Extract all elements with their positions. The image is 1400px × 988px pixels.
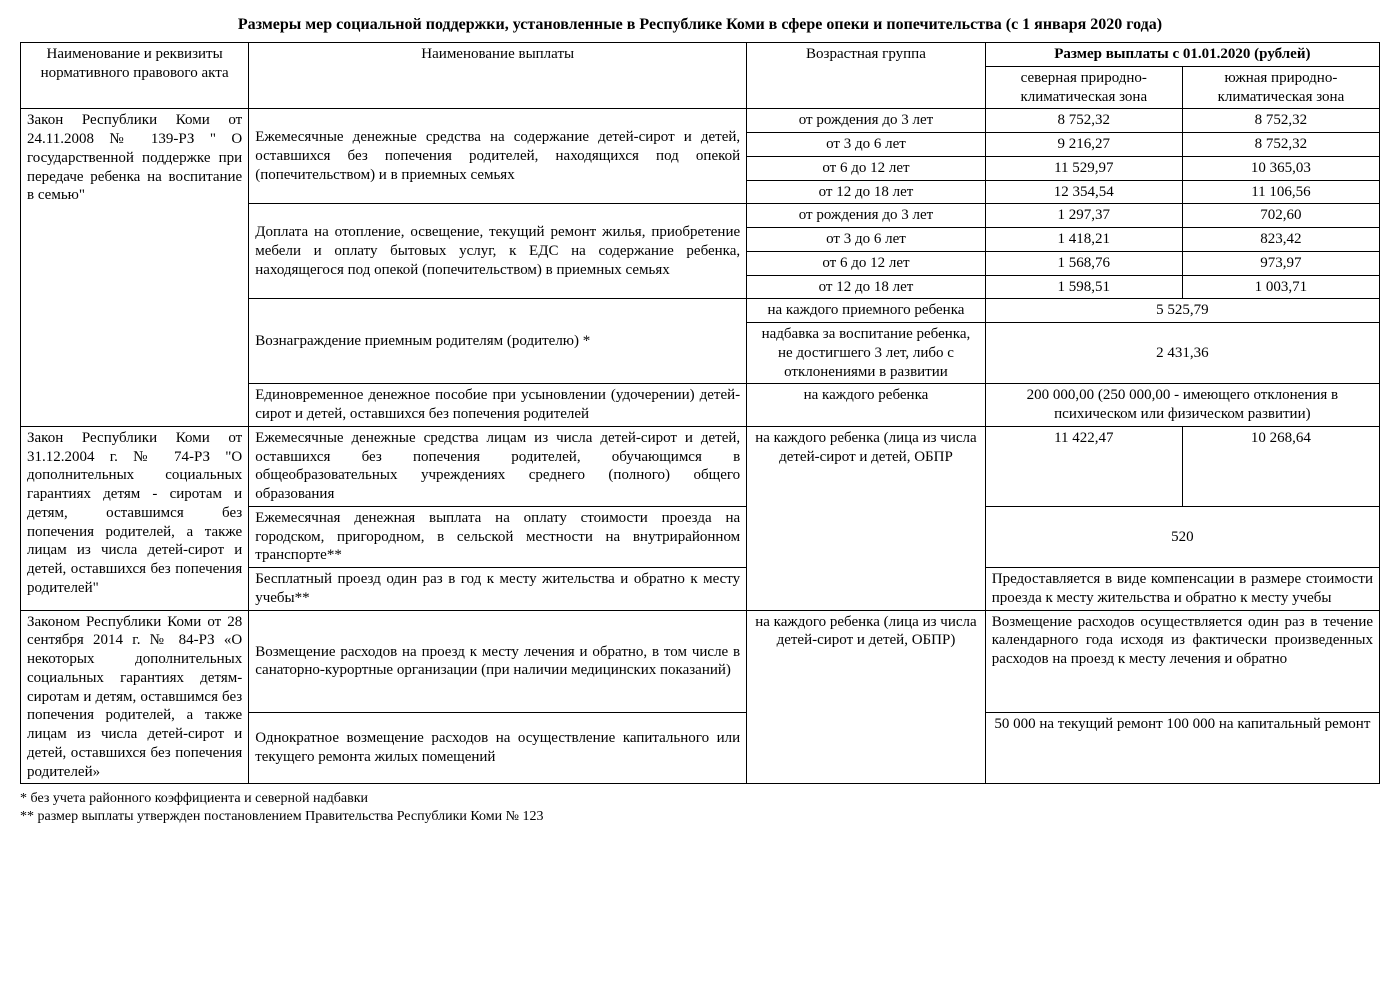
value-cell: 1 598,51: [985, 275, 1182, 299]
header-col4a: северная природно-климатическая зона: [985, 66, 1182, 109]
table-header-row1: Наименование и реквизиты нормативного пр…: [21, 43, 1380, 67]
header-col4b: южная природно-климатическая зона: [1182, 66, 1379, 109]
law2-pay2-name: Ежемесячная денежная выплата на оплату с…: [249, 506, 747, 567]
value-cell: 8 752,32: [985, 109, 1182, 133]
value-cell: 5 525,79: [985, 299, 1379, 323]
value-cell: 10 268,64: [1182, 426, 1379, 506]
law3-pay2-name: Однократное возмещение расходов на осуще…: [249, 713, 747, 784]
header-col2: Наименование выплаты: [249, 43, 747, 109]
law1-name: Закон Республики Коми от 24.11.2008 № 13…: [21, 109, 249, 427]
footnote-2: ** размер выплаты утвержден постановлени…: [20, 808, 1380, 826]
law2-pay1-name: Ежемесячные денежные средства лицам из ч…: [249, 426, 747, 506]
age-cell: от 3 до 6 лет: [747, 228, 986, 252]
law1-pay2-name: Доплата на отопление, освещение, текущий…: [249, 204, 747, 299]
value-cell: 10 365,03: [1182, 156, 1379, 180]
value-cell: 9 216,27: [985, 133, 1182, 157]
law3-pay1-name: Возмещение расходов на проезд к месту ле…: [249, 610, 747, 713]
age-cell: на каждого приемного ребенка: [747, 299, 986, 323]
document-title: Размеры мер социальной поддержки, устано…: [20, 16, 1380, 34]
value-cell: 11 529,97: [985, 156, 1182, 180]
value-cell: 1 418,21: [985, 228, 1182, 252]
age-cell: на каждого ребенка (лица из числа детей-…: [747, 426, 986, 610]
age-cell: от рождения до 3 лет: [747, 204, 986, 228]
value-cell: 702,60: [1182, 204, 1379, 228]
age-cell: от 12 до 18 лет: [747, 275, 986, 299]
law2-pay3-name: Бесплатный проезд один раз в год к месту…: [249, 568, 747, 611]
value-cell: 1 297,37: [985, 204, 1182, 228]
law3-name: Законом Республики Коми от 28 сентября 2…: [21, 610, 249, 784]
value-cell: 8 752,32: [1182, 133, 1379, 157]
value-cell: 823,42: [1182, 228, 1379, 252]
table-row: Законом Республики Коми от 28 сентября 2…: [21, 610, 1380, 713]
page: Размеры мер социальной поддержки, устано…: [20, 16, 1380, 827]
age-cell: надбавка за воспитание ребенка, не дости…: [747, 323, 986, 384]
header-col1: Наименование и реквизиты нормативного пр…: [21, 43, 249, 109]
value-cell: 1 568,76: [985, 251, 1182, 275]
value-cell: 11 422,47: [985, 426, 1182, 506]
law1-pay3-name: Вознаграждение приемным родителям (родит…: [249, 299, 747, 384]
table-row: Закон Республики Коми от 24.11.2008 № 13…: [21, 109, 1380, 133]
table-row: Закон Республики Коми от 31.12.2004 г. №…: [21, 426, 1380, 506]
law1-pay1-name: Ежемесячные денежные средства на содержа…: [249, 109, 747, 204]
payments-table: Наименование и реквизиты нормативного пр…: [20, 42, 1380, 784]
age-cell: от 6 до 12 лет: [747, 251, 986, 275]
value-cell: 973,97: [1182, 251, 1379, 275]
age-cell: на каждого ребенка (лица из числа детей-…: [747, 610, 986, 784]
value-cell: 200 000,00 (250 000,00 - имеющего отклон…: [985, 384, 1379, 427]
age-cell: от 12 до 18 лет: [747, 180, 986, 204]
value-cell: 8 752,32: [1182, 109, 1379, 133]
value-cell: 11 106,56: [1182, 180, 1379, 204]
age-cell: от 3 до 6 лет: [747, 133, 986, 157]
age-cell: от рождения до 3 лет: [747, 109, 986, 133]
header-col4-merged: Размер выплаты с 01.01.2020 (рублей): [985, 43, 1379, 67]
value-cell: 50 000 на текущий ремонт 100 000 на капи…: [985, 713, 1379, 784]
value-cell: Возмещение расходов осуществляется один …: [985, 610, 1379, 713]
value-cell: 1 003,71: [1182, 275, 1379, 299]
value-cell: 12 354,54: [985, 180, 1182, 204]
value-cell: Предоставляется в виде компенсации в раз…: [985, 568, 1379, 611]
value-cell: 520: [985, 506, 1379, 567]
age-cell: на каждого ребенка: [747, 384, 986, 427]
law1-pay4-name: Единовременное денежное пособие при усын…: [249, 384, 747, 427]
footnote-1: * без учета районного коэффициента и сев…: [20, 790, 1380, 808]
footnotes: * без учета районного коэффициента и сев…: [20, 790, 1380, 826]
value-cell: 2 431,36: [985, 323, 1379, 384]
law2-name: Закон Республики Коми от 31.12.2004 г. №…: [21, 426, 249, 610]
header-col3: Возрастная группа: [747, 43, 986, 109]
age-cell: от 6 до 12 лет: [747, 156, 986, 180]
